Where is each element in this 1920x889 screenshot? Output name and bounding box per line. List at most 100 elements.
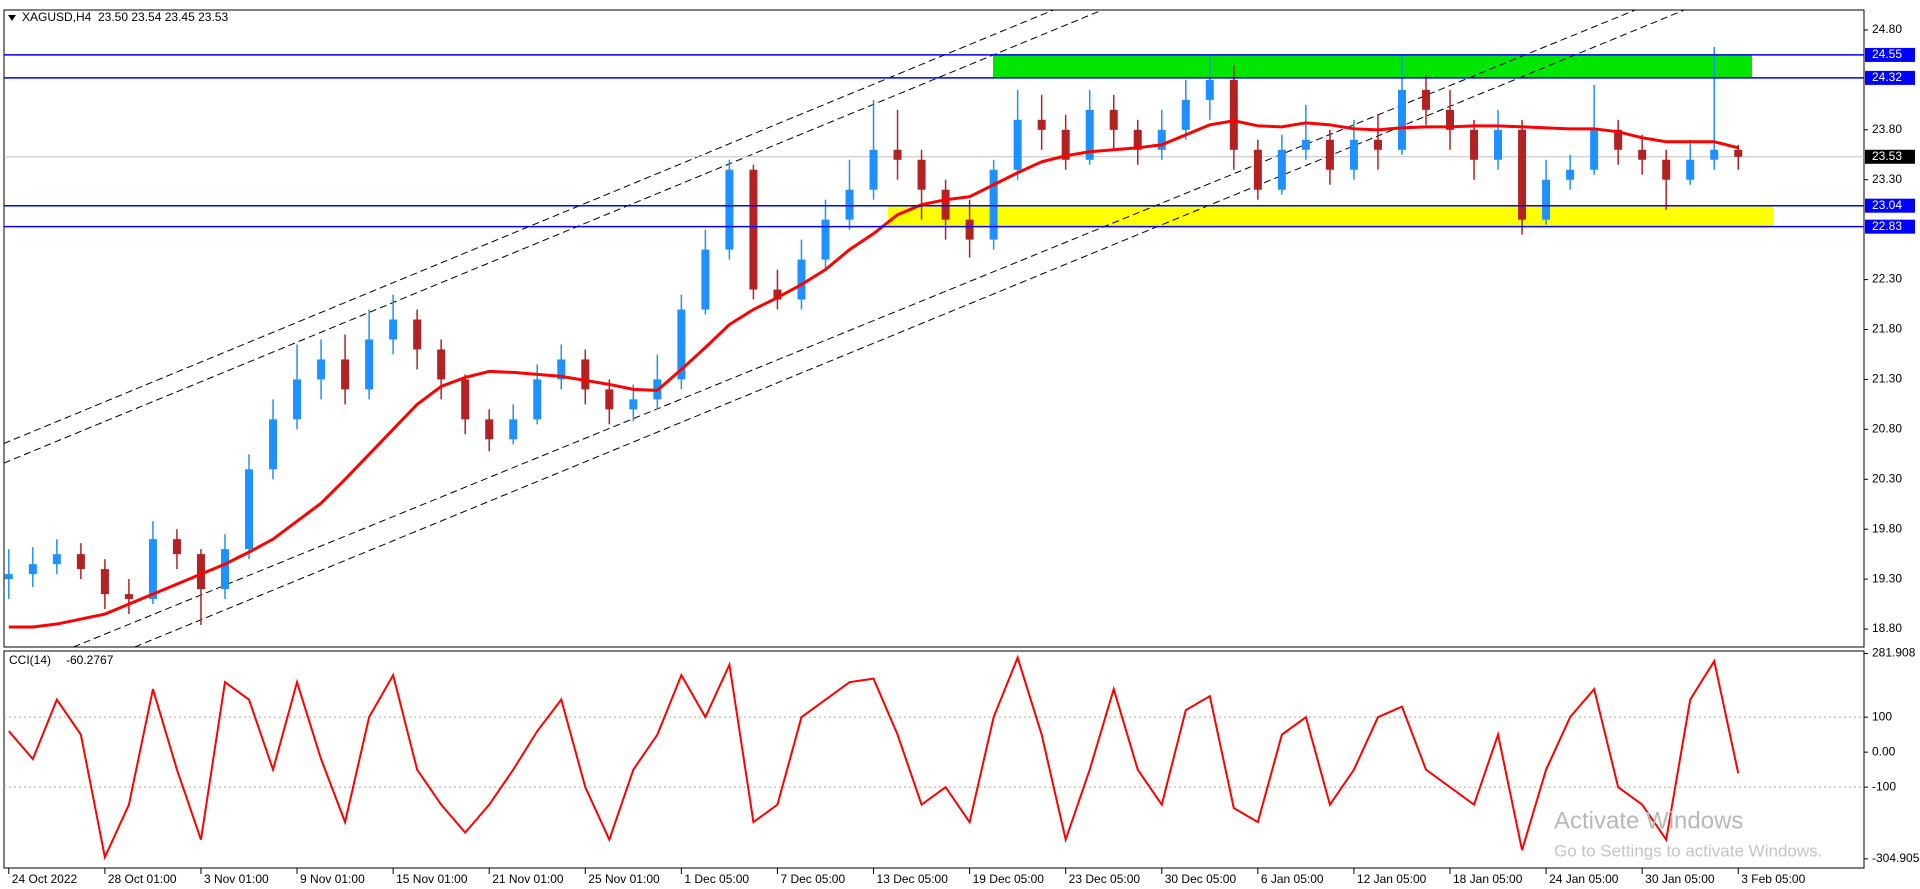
candle-body	[989, 169, 998, 240]
y-tick-label: 23.30	[1872, 172, 1902, 186]
candle-body	[1253, 149, 1262, 190]
candle-body	[52, 554, 61, 565]
x-tick-label: 1 Dec 05:00	[684, 872, 749, 886]
level-label: 24.32	[1872, 70, 1902, 84]
y-tick-label: 20.30	[1872, 471, 1902, 485]
candle-body	[1037, 119, 1046, 130]
level-label: 23.04	[1872, 198, 1902, 212]
candle-body	[1614, 129, 1623, 150]
candle-body	[1710, 149, 1719, 160]
candle-body	[220, 549, 229, 590]
x-tick-label: 28 Oct 01:00	[108, 872, 177, 886]
level-label-box	[1865, 198, 1915, 213]
candle-body	[749, 169, 758, 290]
candle-body	[293, 379, 302, 420]
channel-line	[73, 9, 1636, 648]
candle-body	[773, 289, 782, 300]
candle-body	[1518, 129, 1527, 220]
candle-body	[1397, 89, 1406, 150]
candle-body	[581, 359, 590, 390]
zone	[993, 54, 1752, 78]
level-label: 24.55	[1872, 47, 1902, 61]
candle-body	[1013, 119, 1022, 170]
menu-triangle	[8, 15, 16, 21]
last-price-label: 23.53	[1872, 149, 1902, 163]
candle-body	[677, 309, 686, 380]
zone	[888, 205, 1773, 227]
y-tick-label: 24.80	[1872, 22, 1902, 36]
candle-body	[124, 594, 133, 600]
candle-body	[365, 339, 374, 390]
x-tick-label: 18 Jan 05:00	[1453, 872, 1523, 886]
y-tick-label: 19.80	[1872, 521, 1902, 535]
candle-body	[1590, 129, 1599, 170]
x-tick-label: 30 Jan 05:00	[1645, 872, 1715, 886]
x-tick-label: 7 Dec 05:00	[780, 872, 845, 886]
candle-body	[1373, 139, 1382, 150]
x-tick-label: 9 Nov 01:00	[300, 872, 365, 886]
candle-body	[725, 169, 734, 250]
candle-body	[4, 574, 13, 580]
last-price-box	[1865, 149, 1915, 164]
y-tick-label: -100	[1872, 779, 1896, 793]
cci-panel-frame	[3, 650, 1865, 869]
level-label-box	[1865, 47, 1915, 62]
candle-body	[533, 379, 542, 420]
candle-body	[557, 359, 566, 380]
candle-body	[76, 554, 85, 570]
candle-body	[317, 359, 326, 380]
x-tick-label: 15 Nov 01:00	[396, 872, 468, 886]
y-tick-label: 18.80	[1872, 621, 1902, 635]
candle-body	[605, 389, 614, 410]
candle-body	[389, 319, 398, 340]
x-tick-label: 3 Nov 01:00	[204, 872, 269, 886]
x-tick-label: 6 Jan 05:00	[1261, 872, 1324, 886]
y-tick-label: 0.00	[1872, 744, 1896, 758]
candle-body	[509, 419, 518, 440]
quote: 23.50 23.54 23.45 23.53	[98, 10, 228, 24]
indicator-value: -60.2767	[66, 653, 114, 667]
candle-body	[148, 539, 157, 600]
watermark-title: Activate Windows	[1554, 807, 1743, 834]
candle-body	[1349, 139, 1358, 170]
candle-body	[1061, 129, 1070, 160]
candle-body	[437, 349, 446, 380]
indicator-name: CCI(14)	[9, 653, 51, 667]
candle-body	[1157, 129, 1166, 150]
moving-average	[8, 119, 1739, 629]
level-label-box	[1865, 70, 1915, 85]
candle-body	[1181, 99, 1190, 130]
y-tick-label: 19.30	[1872, 571, 1902, 585]
channel-line	[3, 9, 1054, 445]
candle-body	[341, 359, 350, 390]
candle-body	[196, 554, 205, 590]
level-label-box	[1865, 219, 1915, 234]
y-tick-label: -304.905	[1872, 851, 1920, 865]
candle-body	[941, 189, 950, 220]
level-label: 22.83	[1872, 219, 1902, 233]
y-tick-label: 281.908	[1872, 646, 1916, 660]
x-tick-label: 24 Oct 2022	[12, 872, 78, 886]
price-panel-frame	[3, 9, 1865, 648]
candle-body	[893, 149, 902, 160]
y-tick-label: 100	[1872, 709, 1892, 723]
candle-body	[1205, 79, 1214, 100]
x-tick-label: 25 Nov 01:00	[588, 872, 660, 886]
candle-body	[1686, 159, 1695, 180]
candle-body	[1662, 159, 1671, 180]
symbol: XAGUSD,H4	[22, 10, 92, 24]
x-tick-label: 23 Dec 05:00	[1069, 872, 1141, 886]
candle-body	[917, 159, 926, 190]
candle-body	[485, 419, 494, 440]
candle-body	[100, 569, 109, 595]
candle-body	[1734, 149, 1743, 157]
candle-body	[413, 319, 422, 350]
x-tick-label: 24 Jan 05:00	[1549, 872, 1619, 886]
candle-body	[629, 399, 638, 410]
candle-body	[1421, 89, 1430, 110]
candle-body	[1470, 129, 1479, 160]
candle-body	[1325, 139, 1334, 170]
